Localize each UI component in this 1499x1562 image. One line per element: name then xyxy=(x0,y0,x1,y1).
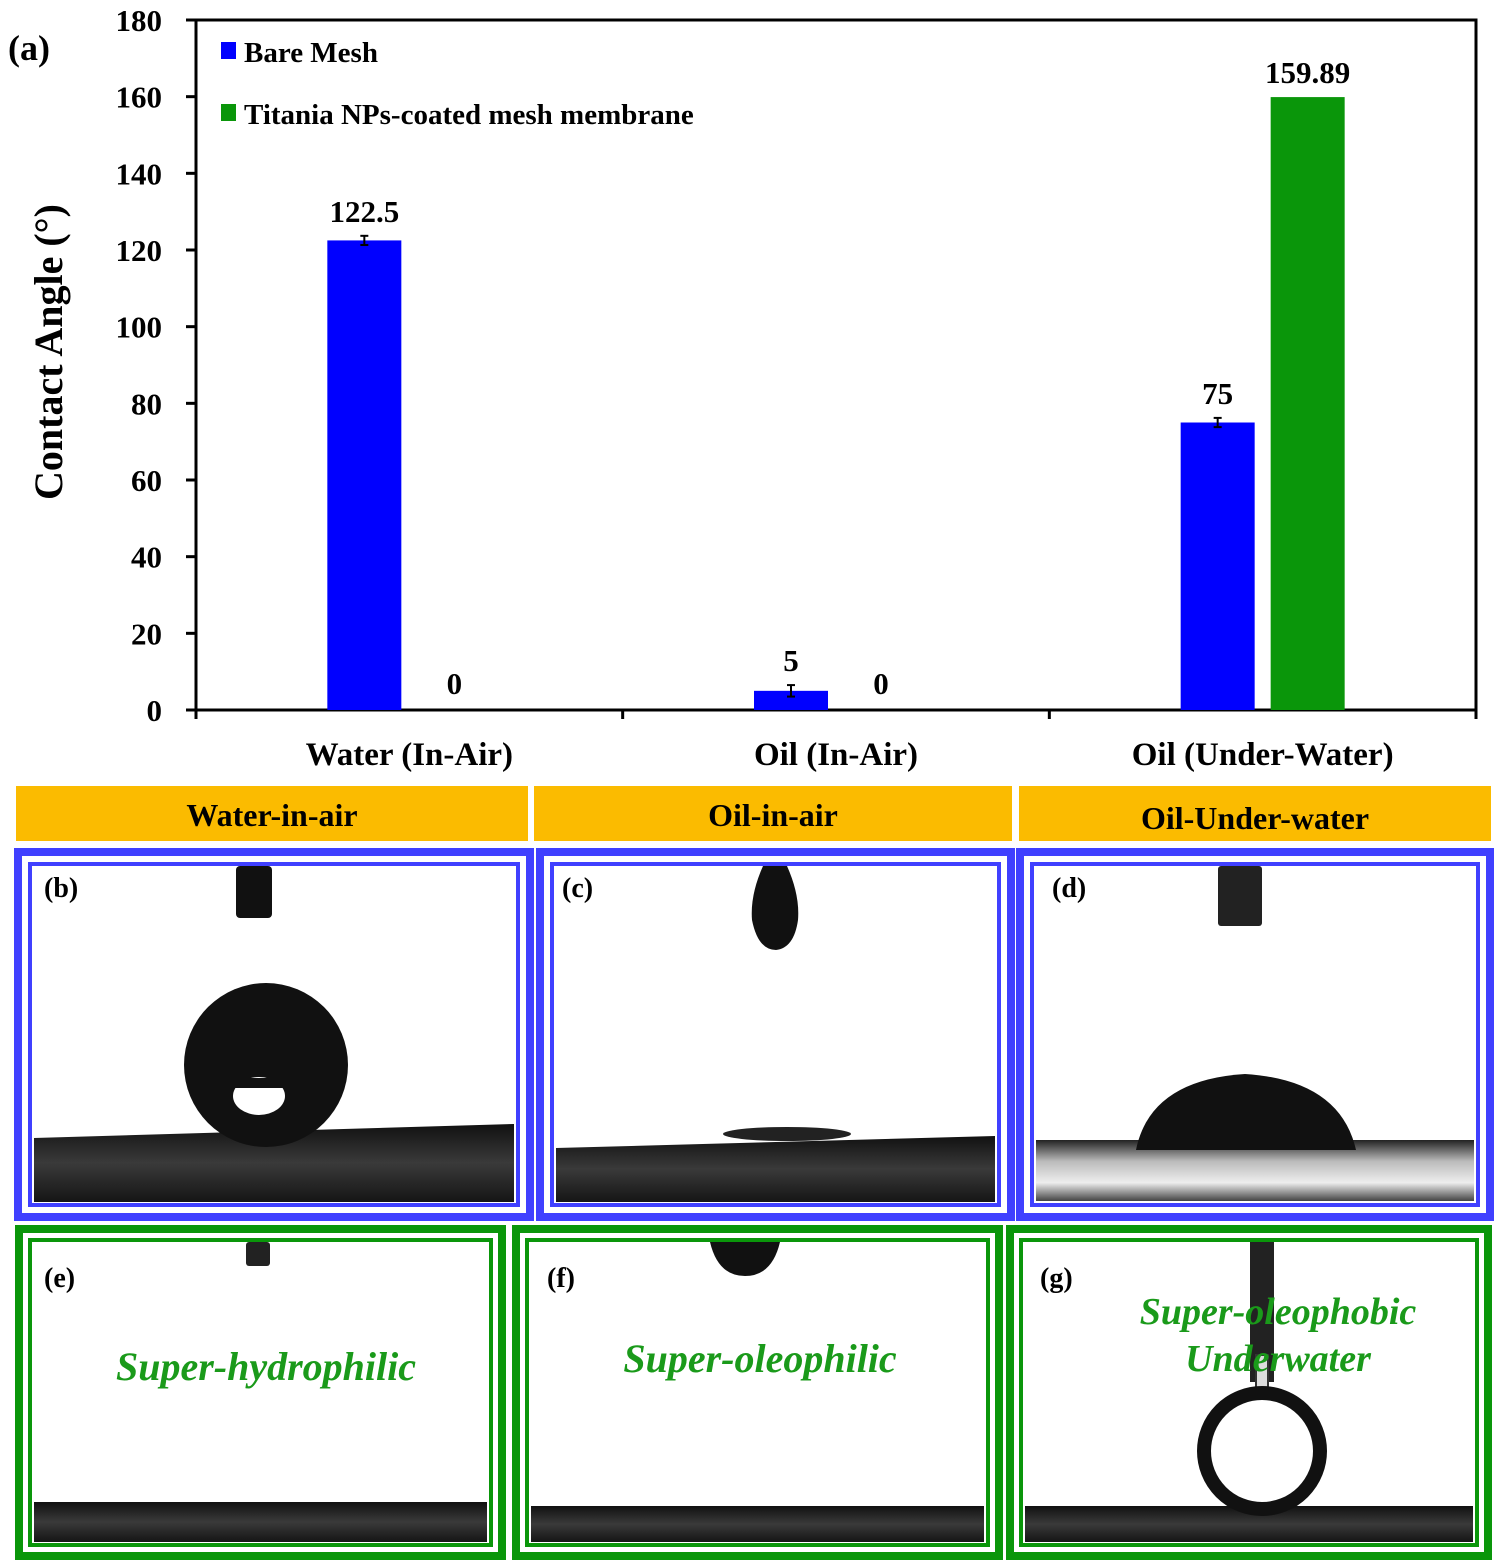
caption-super-oleophobic: Super-oleophobic xyxy=(1140,1291,1417,1333)
header-bar xyxy=(16,786,528,841)
panel-label-a: (a) xyxy=(8,28,50,68)
condition-headers: Water-in-air Oil-in-air Oil-Under-water xyxy=(16,786,1491,841)
photo-inner-frame xyxy=(1030,862,1480,1207)
mesh-surface xyxy=(556,1136,995,1202)
data-label: 75 xyxy=(1202,376,1233,411)
legend-label-coated: Titania NPs-coated mesh membrane xyxy=(244,99,694,131)
photo-inner-frame xyxy=(525,1238,990,1547)
photo-inner-frame xyxy=(28,862,520,1207)
photo-g-oil-underwater-coated: (g) Super-oleophobic Underwater xyxy=(1006,1225,1492,1560)
y-tick-label: 120 xyxy=(116,233,163,268)
panel-label-e: (e) xyxy=(44,1263,75,1294)
photo-frame xyxy=(15,1225,506,1560)
legend: Bare Mesh Titania NPs-coated mesh membra… xyxy=(221,37,694,131)
photo-inner-frame xyxy=(28,1238,493,1547)
bars: 122.5 5 75 0 0 159.89 xyxy=(327,55,1350,711)
y-tick-label: 140 xyxy=(116,156,163,191)
oil-droplet-hanging xyxy=(710,1242,780,1276)
panel-label-d: (d) xyxy=(1052,873,1086,904)
bar-bare xyxy=(754,690,828,710)
oil-droplet-underwater xyxy=(1197,1386,1327,1516)
y-tick-label: 80 xyxy=(131,386,162,421)
caption-underwater: Underwater xyxy=(1185,1338,1372,1380)
bar-bare xyxy=(327,240,402,710)
caption-super-hydrophilic: Super-hydrophilic xyxy=(116,1344,416,1389)
data-label: 0 xyxy=(447,666,463,701)
bar-chart: (a) Contact Angle (°) 0 20 40 60 80 100 120 140… xyxy=(8,3,1478,773)
bar-coated xyxy=(1270,97,1345,711)
photo-f-oil-coated: (f) Super-oleophilic xyxy=(512,1225,1003,1560)
photo-frame xyxy=(512,1225,1003,1560)
mesh-surface xyxy=(34,1502,487,1542)
data-label: 0 xyxy=(873,666,889,701)
y-axis: 0 20 40 60 80 100 120 140 160 180 xyxy=(116,3,196,728)
header-water-in-air: Water-in-air xyxy=(186,797,357,833)
panel-label-b: (b) xyxy=(44,873,78,904)
mesh-surface xyxy=(531,1506,984,1542)
oil-droplet-hanging xyxy=(751,866,799,950)
x-tick-label: Water (In-Air) xyxy=(306,737,513,773)
panel-label-g: (g) xyxy=(1040,1263,1073,1294)
oil-droplet xyxy=(1136,1074,1356,1150)
y-tick-label: 0 xyxy=(147,693,163,728)
photo-inner-frame xyxy=(1019,1238,1479,1547)
x-tick-label: Oil (In-Air) xyxy=(754,737,918,773)
legend-label-bare: Bare Mesh xyxy=(244,37,378,69)
y-tick-label: 20 xyxy=(131,616,162,651)
header-oil-in-air: Oil-in-air xyxy=(708,797,838,833)
header-bar xyxy=(1019,786,1491,841)
panel-label-f: (f) xyxy=(547,1263,575,1294)
syringe-needle xyxy=(1218,866,1262,926)
data-label: 159.89 xyxy=(1265,55,1350,90)
droplet-shadow xyxy=(232,1078,286,1088)
photo-d-oil-underwater-bare: (d) xyxy=(1016,848,1494,1221)
oil-spread-film xyxy=(723,1127,851,1141)
y-axis-label: Contact Angle (°) xyxy=(26,204,71,500)
photo-c-oil-drop-bare: (c) xyxy=(536,848,1015,1221)
photo-inner-frame xyxy=(550,862,1001,1207)
data-label: 5 xyxy=(783,643,799,678)
caption-super-oleophilic: Super-oleophilic xyxy=(623,1336,897,1381)
plot-frame xyxy=(194,18,1478,712)
y-tick-label: 160 xyxy=(116,80,163,115)
water-droplet xyxy=(184,983,348,1147)
y-tick-label: 40 xyxy=(131,540,162,575)
photo-b-water-drop-bare: (b) xyxy=(14,848,534,1221)
x-axis: Water (In-Air) Oil (In-Air) Oil (Under-Wat… xyxy=(194,710,1478,773)
y-tick-label: 100 xyxy=(116,310,163,345)
y-tick-label: 180 xyxy=(116,3,163,38)
header-bar xyxy=(534,786,1012,841)
legend-swatch-coated xyxy=(221,104,236,121)
bar-bare xyxy=(1180,422,1255,710)
legend-swatch-bare xyxy=(221,42,236,59)
header-oil-under-water: Oil-Under-water xyxy=(1141,800,1369,836)
panel-label-c: (c) xyxy=(562,873,593,904)
y-tick-label: 60 xyxy=(131,463,162,498)
syringe-needle xyxy=(246,1242,270,1266)
mesh-surface xyxy=(34,1124,514,1202)
x-tick-label: Oil (Under-Water) xyxy=(1132,737,1394,773)
syringe-needle xyxy=(236,866,272,918)
photo-e-water-coated: (e) Super-hydrophilic xyxy=(15,1225,506,1560)
data-label: 122.5 xyxy=(329,194,399,229)
mesh-surface xyxy=(1036,1140,1474,1201)
